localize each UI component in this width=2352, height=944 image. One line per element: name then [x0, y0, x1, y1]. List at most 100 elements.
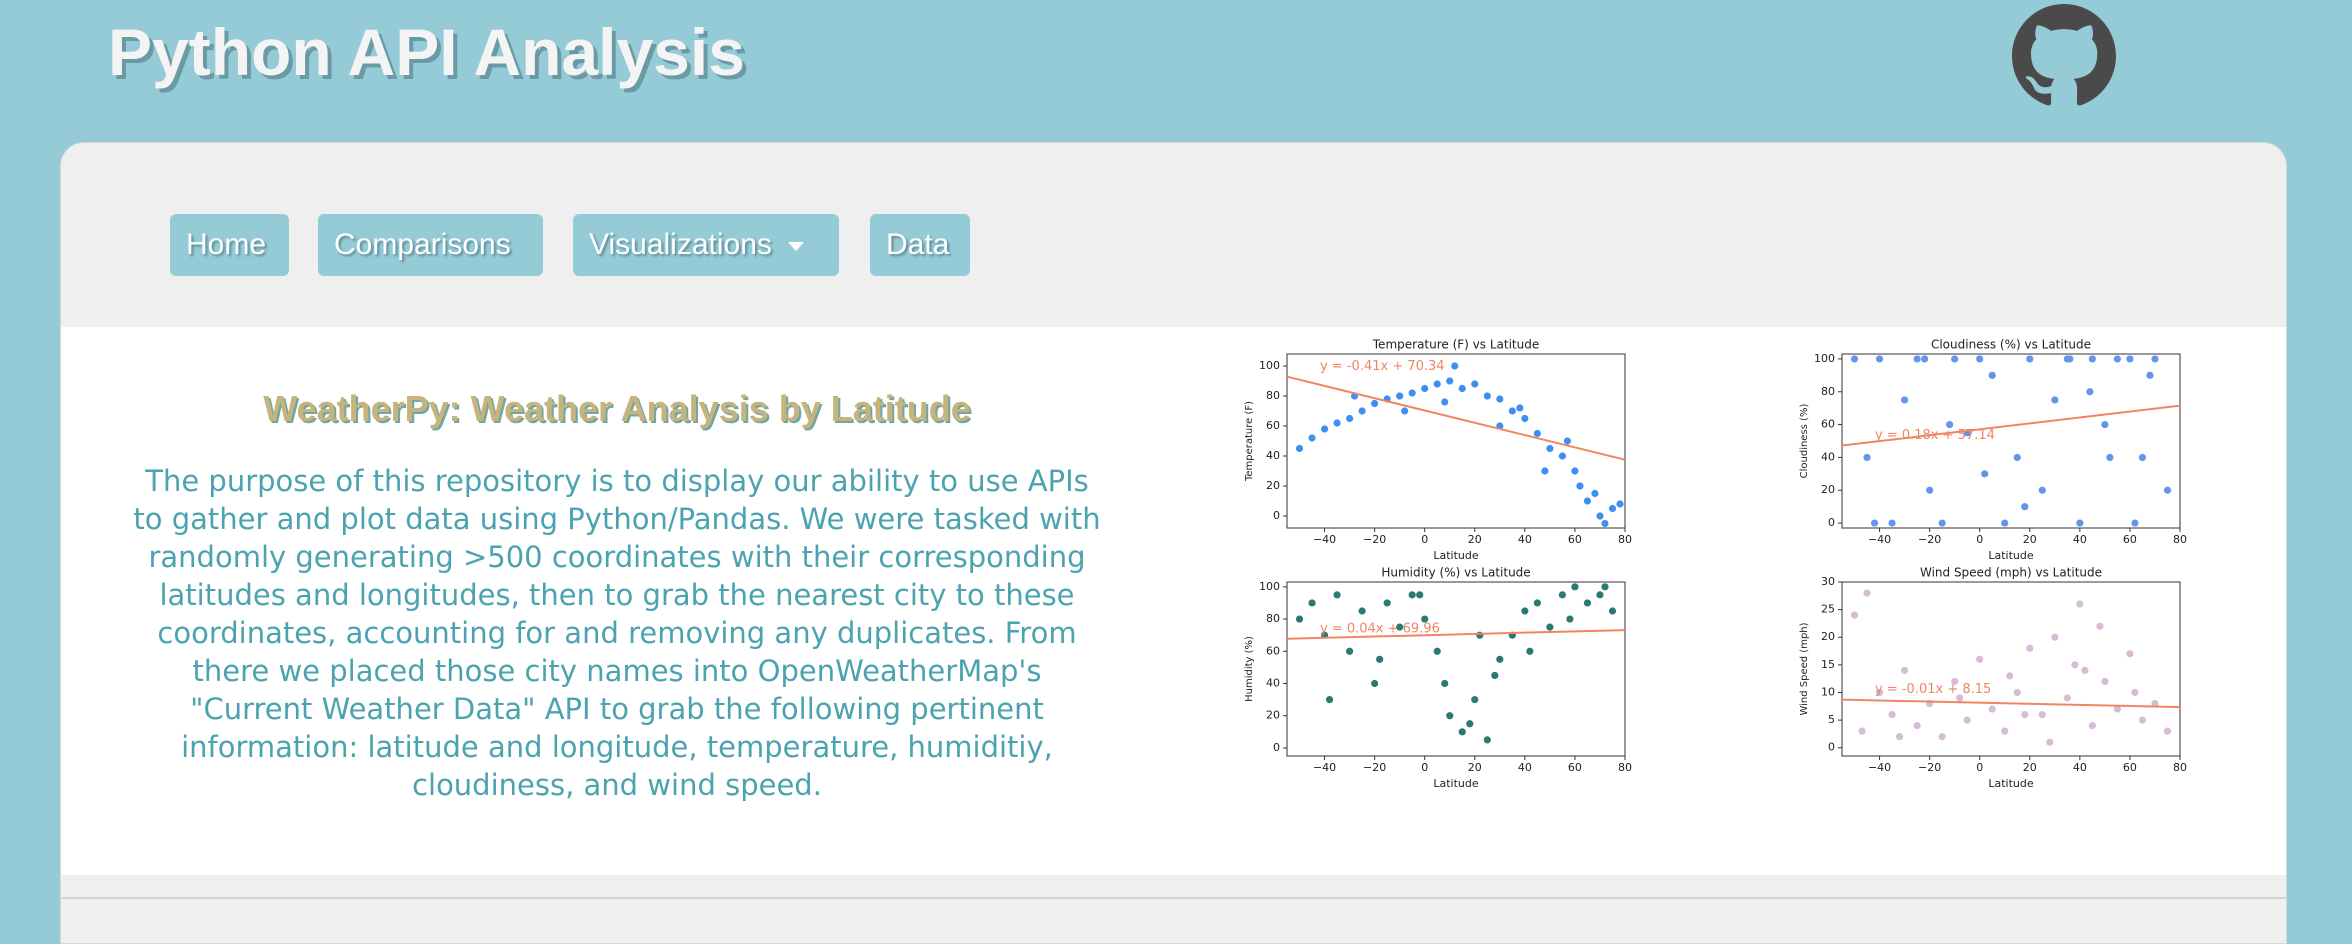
x-tick-label: 40	[2073, 761, 2087, 774]
point	[1508, 407, 1516, 415]
regression-line	[1286, 375, 1626, 461]
regression-line	[1286, 629, 1626, 640]
point	[1371, 679, 1379, 688]
nav-button[interactable]: Comparisons	[318, 214, 543, 276]
point	[1938, 733, 1946, 741]
point	[1558, 591, 1567, 599]
point	[2076, 519, 2084, 527]
nav-label[interactable]: Visualizations	[589, 228, 772, 261]
point	[2163, 486, 2172, 494]
point	[1875, 688, 1884, 697]
point	[2088, 722, 2096, 730]
chart-title: Wind Speed (mph) vs Latitude	[1920, 566, 2102, 580]
x-tick-label: −20	[1363, 761, 1386, 774]
regression-line	[1841, 404, 2181, 447]
point	[1446, 712, 1454, 720]
point	[1850, 611, 1859, 619]
y-tick-label: 80	[1266, 389, 1280, 402]
point	[1921, 355, 1929, 363]
point	[1956, 694, 1964, 702]
point	[2046, 738, 2054, 746]
nav-dropdown[interactable]: Visualizations	[573, 214, 839, 276]
point	[1483, 392, 1491, 400]
nav-button[interactable]: Home	[170, 214, 289, 276]
x-tick-label: 0	[1976, 761, 1983, 774]
y-tick-label: 40	[1266, 449, 1280, 462]
point	[2131, 688, 2139, 697]
point	[2106, 453, 2114, 462]
point	[1616, 500, 1624, 508]
point	[1591, 489, 1599, 498]
point	[2006, 672, 2014, 680]
point	[2086, 388, 2094, 396]
y-tick-label: 100	[1259, 359, 1280, 372]
y-tick-label: 0	[1828, 516, 1835, 529]
chart-title: Temperature (F) vs Latitude	[1372, 338, 1539, 352]
point	[2038, 710, 2046, 719]
point	[1988, 705, 1996, 713]
point	[1608, 607, 1617, 615]
point	[1458, 728, 1466, 736]
x-tick-label: 60	[2123, 533, 2137, 546]
x-axis-label: Latitude	[1988, 777, 2034, 790]
point	[1408, 389, 1416, 397]
y-axis-label: Humidity (%)	[1244, 636, 1255, 702]
point	[1608, 504, 1617, 513]
y-tick-label: 60	[1266, 419, 1280, 432]
point	[1396, 392, 1404, 400]
point	[1850, 355, 1859, 363]
regression-label: y = 0.18x + 57.14	[1875, 428, 1995, 443]
point	[1533, 599, 1541, 607]
point	[2051, 396, 2059, 404]
caret	[787, 241, 804, 251]
point	[1471, 380, 1479, 388]
point	[1546, 623, 1554, 631]
point	[2151, 355, 2159, 363]
point	[1458, 384, 1466, 393]
point	[2113, 355, 2122, 363]
divider	[61, 897, 2286, 899]
point	[1295, 444, 1304, 453]
point	[2138, 716, 2147, 724]
point	[1325, 696, 1334, 704]
y-tick-label: 0	[1828, 741, 1835, 754]
point	[1988, 371, 1996, 379]
x-tick-label: 80	[1618, 761, 1632, 774]
github-icon[interactable]	[2012, 4, 2116, 108]
y-tick-label: 40	[1821, 450, 1835, 463]
point	[1541, 467, 1549, 475]
point	[1563, 437, 1572, 445]
chart: Wind Speed (mph) vs Latitude −40 −20 0 20 40 6…	[1799, 566, 2187, 791]
y-tick-label: 5	[1828, 713, 1835, 726]
x-axis-label: Latitude	[1988, 549, 2034, 562]
x-tick-label: 20	[1468, 533, 1482, 546]
point	[2063, 694, 2071, 702]
point	[1333, 419, 1341, 427]
y-tick-label: 0	[1273, 509, 1280, 522]
x-tick-label: 80	[2173, 761, 2187, 774]
point	[1558, 452, 1567, 460]
point	[2013, 688, 2021, 697]
point	[1981, 470, 1989, 478]
chart-title: Cloudiness (%) vs Latitude	[1931, 338, 2091, 352]
y-tick-label: 30	[1821, 575, 1835, 588]
chart: Humidity (%) vs Latitude −40 −20 0 20 40 60 80 0…	[1244, 566, 1632, 791]
point	[1516, 404, 1524, 412]
heading: WeatherPy: Weather Analysis by Latitude	[263, 388, 971, 429]
point	[2131, 519, 2139, 527]
nav-button[interactable]: Data	[870, 214, 970, 276]
y-tick-label: 20	[1821, 483, 1835, 496]
x-tick-label: 20	[2023, 761, 2037, 774]
point	[1345, 414, 1354, 423]
point	[1533, 429, 1541, 438]
point	[1496, 655, 1504, 663]
point	[1870, 519, 1879, 527]
point	[1408, 591, 1416, 599]
point	[1433, 380, 1441, 388]
plot-frame	[1841, 581, 2181, 757]
point	[1491, 671, 1499, 680]
y-axis-label: Temperature (F)	[1244, 401, 1255, 482]
y-tick-label: 0	[1273, 741, 1280, 754]
x-tick-label: −40	[1868, 761, 1891, 774]
point	[1416, 591, 1424, 599]
